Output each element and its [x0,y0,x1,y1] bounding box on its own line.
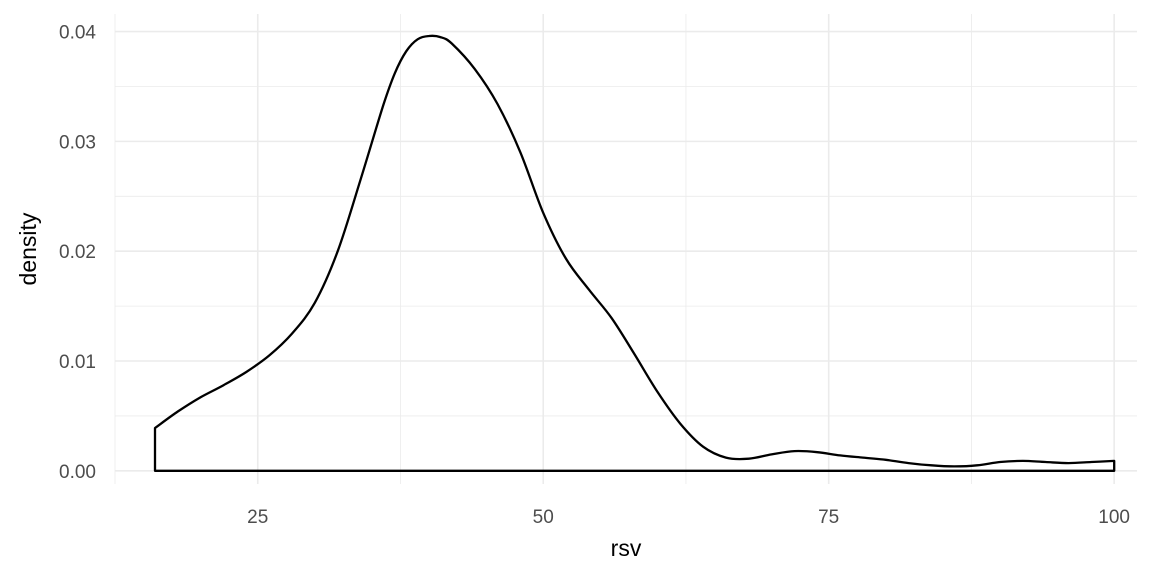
x-tick-labels: 25 50 75 100 [247,507,1130,528]
y-tick-label: 0.04 [59,23,96,44]
x-tick-label: 100 [1098,507,1130,528]
y-tick-label: 0.03 [59,132,96,153]
y-axis-title: density [15,212,41,285]
x-tick-label: 75 [818,507,839,528]
y-tick-label: 0.01 [59,352,96,373]
density-series [153,34,1116,472]
density-curve [153,34,1116,472]
y-tick-label: 0.02 [59,242,96,263]
x-tick-label: 25 [247,507,268,528]
grid-lines [114,14,1137,484]
y-tick-labels: 0.00 0.01 0.02 0.03 0.04 [59,23,96,483]
x-axis-title: rsv [611,535,642,561]
x-tick-label: 50 [533,507,554,528]
y-tick-label: 0.00 [59,462,96,483]
